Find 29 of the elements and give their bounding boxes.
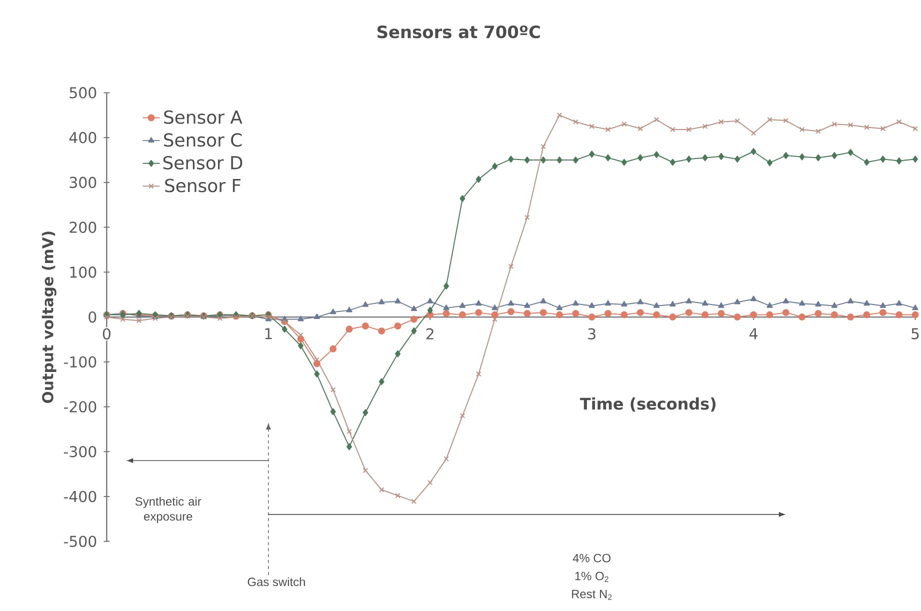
legend-label: Sensor D (163, 156, 242, 170)
x-axis-title: Time (seconds) (580, 397, 716, 412)
x-tick-label: 5 (912, 328, 919, 340)
x-tick-label: 2 (426, 328, 434, 340)
y-tick-label: -200 (64, 401, 96, 412)
y-tick-label: 400 (69, 132, 96, 144)
chart-title: Sensors at 700ºC (378, 25, 540, 38)
text: 1% O$_{2}$ (575, 572, 608, 582)
y-tick-label: 0 (88, 311, 96, 323)
legend-label: Sensor F (165, 178, 240, 192)
y-tick-label: -100 (64, 356, 96, 368)
y-tick-label: -400 (64, 490, 96, 502)
y-tick-label: -300 (64, 446, 96, 458)
y-tick-label: 300 (70, 176, 96, 188)
y-tick-label: 200 (70, 222, 96, 233)
x-tick-label: 1 (265, 328, 272, 340)
legend-label: Sensor A (164, 110, 242, 124)
legend-label: Sensor C (164, 133, 242, 147)
text: Rest N$_{2}$ (572, 590, 612, 600)
x-tick-label: 4 (750, 328, 758, 340)
annotation: Synthetic air exposure (135, 496, 202, 523)
x-tick-label: 3 (588, 328, 596, 340)
y-tick-label: -500 (64, 536, 96, 547)
y-tick-label: 500 (70, 86, 96, 98)
x-tick-label: 0 (102, 328, 110, 340)
y-axis-title: Output voltage (mV) (42, 232, 56, 403)
y-tick-label: 100 (70, 266, 96, 278)
text: Gas switch (248, 577, 305, 586)
text: 4% CO (572, 554, 611, 562)
